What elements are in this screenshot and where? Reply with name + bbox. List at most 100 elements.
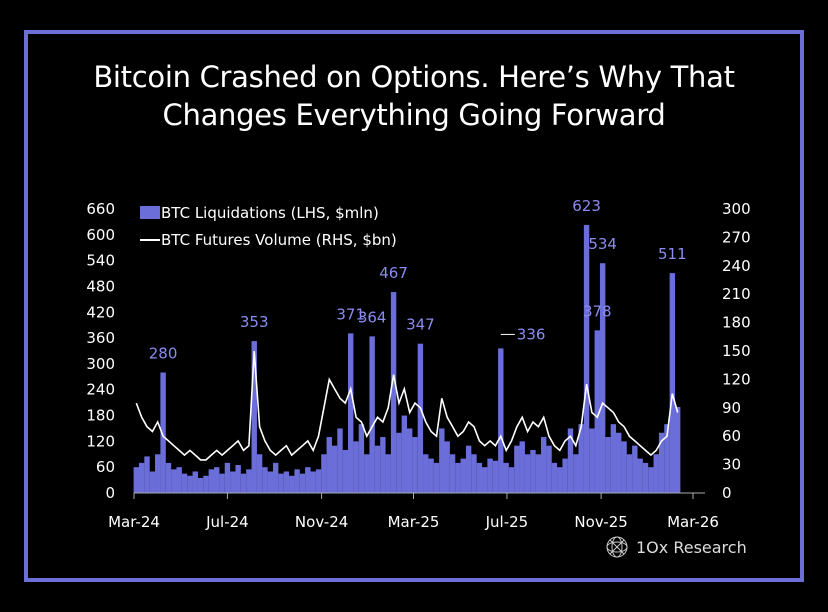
liquidation-bar (551, 462, 558, 493)
liquidation-bar (256, 454, 263, 493)
liquidation-bar (589, 428, 595, 493)
liquidation-bar (305, 467, 311, 493)
x-tick-label: Jul-24 (205, 513, 249, 531)
liquidation-bar (138, 462, 145, 493)
liquidation-bar (181, 473, 188, 493)
liquidation-bar (326, 437, 332, 493)
y-left-tick-label: 60 (96, 458, 115, 476)
liquidation-bar (433, 462, 440, 493)
legend-swatch-liquidations (140, 206, 160, 219)
chart-frame (24, 30, 804, 582)
y-right-tick-label: 0 (722, 484, 732, 502)
y-left-tick-label: 540 (86, 252, 115, 270)
liquidation-bar (540, 437, 547, 493)
liquidation-bar (214, 467, 220, 493)
y-left-tick-label: 240 (86, 381, 115, 399)
liquidation-bar (557, 467, 563, 493)
liquidation-bar (492, 460, 499, 493)
liquidation-bar (262, 467, 268, 493)
liquidation-bar (369, 336, 375, 493)
liquidation-bar (337, 428, 343, 493)
liquidation-bar (599, 263, 606, 493)
liquidation-bar (524, 454, 531, 493)
y-left-tick-label: 0 (105, 484, 115, 502)
liquidation-bar (573, 454, 579, 493)
y-left-tick-label: 600 (86, 226, 115, 244)
liquidation-bar (219, 473, 225, 493)
liquidation-bar (401, 415, 408, 493)
liquidation-bar (364, 454, 370, 493)
liquidation-bar (353, 441, 359, 493)
liquidation-bar (514, 445, 520, 493)
liquidation-bar (648, 467, 654, 493)
liquidation-bar (449, 454, 456, 493)
liquidation-bar (267, 471, 274, 493)
liquidation-bar (503, 462, 509, 493)
liquidation-bar (406, 428, 413, 493)
x-tick-label: Mar-26 (667, 513, 719, 531)
liquidation-bar (642, 462, 649, 493)
liquidation-bar (235, 465, 241, 493)
liquidation-bar (664, 424, 670, 493)
y-right-tick-label: 240 (722, 257, 751, 275)
liquidation-bar (289, 475, 295, 493)
y-right-tick-label: 120 (722, 370, 751, 388)
liquidation-bar (530, 449, 536, 493)
liquidation-bar (423, 454, 429, 493)
liquidation-bar (380, 437, 386, 493)
y-left-tick-label: 480 (86, 277, 115, 295)
annotation-label: 378 (583, 302, 612, 320)
liquidation-bar (348, 333, 354, 493)
liquidation-bar (658, 432, 665, 493)
liquidation-bar (535, 454, 542, 493)
futures-volume-line (135, 350, 679, 461)
liquidation-bar (471, 454, 477, 493)
x-tick-label: Mar-25 (388, 513, 440, 531)
brand-name: 1Ox Research (636, 537, 747, 557)
liquidation-bar (428, 458, 434, 493)
liquidation-bar (342, 449, 349, 493)
liquidation-bar (605, 437, 611, 493)
liquidation-bar (187, 475, 193, 493)
liquidation-bar (417, 343, 424, 493)
liquidation-bar (133, 467, 139, 493)
liquidation-bar (176, 467, 182, 493)
brand-logo: 1Ox Research (606, 536, 747, 558)
liquidation-bar (460, 458, 466, 493)
liquidation-bar (610, 424, 617, 493)
liquidation-bar (578, 424, 584, 493)
liquidation-bar (283, 471, 290, 493)
liquidation-bar (637, 458, 643, 493)
y-left-tick-label: 360 (86, 329, 115, 347)
y-right-tick-label: 180 (722, 314, 751, 332)
liquidation-bar (465, 445, 472, 493)
liquidation-bar (315, 469, 322, 493)
annotation-label: 364 (358, 308, 387, 326)
liquidation-bar (272, 462, 279, 493)
liquidation-bar (144, 456, 150, 493)
y-right-tick-label: 270 (722, 228, 751, 246)
title-line-1: Bitcoin Crashed on Options. Here’s Why T… (93, 60, 735, 94)
liquidation-bar (519, 441, 525, 493)
liquidation-bar (583, 224, 590, 494)
liquidation-bar (299, 473, 306, 493)
x-tick-label: Nov-25 (574, 513, 627, 531)
liquidation-bar (412, 437, 418, 493)
liquidation-bar (385, 454, 391, 493)
annotation-label: 467 (379, 264, 408, 282)
liquidation-bar (224, 462, 231, 493)
liquidation-bar (230, 471, 236, 493)
y-left-tick-label: 120 (86, 432, 115, 450)
liquidation-bar (482, 467, 488, 493)
liquidation-bar (192, 471, 198, 493)
liquidation-bar (594, 330, 600, 493)
liquidation-bar (203, 475, 209, 493)
liquidation-bar (160, 372, 166, 493)
annotation-label: 534 (588, 235, 617, 253)
annotation-label: 371 (336, 305, 365, 323)
liquidation-bar (439, 428, 445, 493)
liquidation-bar (358, 424, 365, 493)
y-left-tick-label: 180 (86, 407, 115, 425)
y-right-tick-label: 150 (722, 342, 751, 360)
liquidation-bar (390, 292, 397, 493)
